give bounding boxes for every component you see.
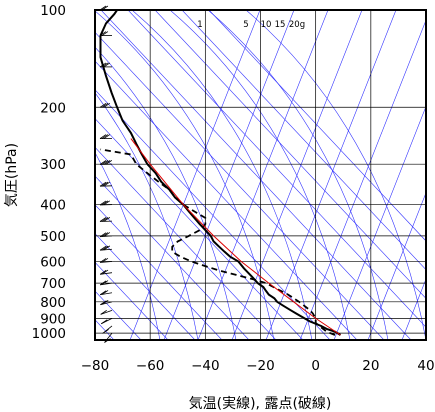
dewpoint-line — [100, 148, 336, 336]
mixing-ratio-line — [299, 19, 426, 340]
moist-adiabat-line — [95, 46, 237, 340]
y-tick-label: 200 — [40, 100, 66, 116]
wind-barb — [99, 217, 113, 222]
x-tick-label: −80 — [81, 358, 110, 374]
y-tick-label: 900 — [40, 311, 66, 327]
profile-series — [99, 10, 342, 336]
wind-barb — [99, 102, 112, 108]
moist-adiabat-line — [95, 151, 161, 340]
wind-barb — [99, 181, 113, 187]
parcel-line — [130, 138, 341, 336]
x-tick-label: 40 — [417, 358, 434, 374]
x-tick-label: −60 — [136, 358, 165, 374]
y-tick-label: 400 — [40, 198, 66, 214]
mixing-ratio-label: 1 — [197, 20, 202, 30]
x-tick-label: −40 — [191, 358, 220, 374]
temperature-line — [99, 10, 342, 336]
isopleth-lines — [95, 10, 426, 340]
x-tick-labels: −80 −60 −40 −20 0 20 40 — [81, 358, 435, 374]
dry-adiabat-line — [181, 10, 426, 271]
wind-barb — [100, 299, 113, 306]
mixing-ratio-line — [163, 10, 295, 340]
grid-lines — [95, 10, 426, 340]
y-tick-label: 100 — [40, 3, 66, 19]
wind-barb — [99, 31, 112, 36]
dry-adiabat-line — [95, 204, 223, 340]
y-tick-label: 800 — [40, 295, 66, 311]
dry-adiabat-line — [95, 146, 277, 340]
y-tick-label: 1000 — [32, 326, 66, 342]
mixing-ratio-line — [231, 10, 363, 340]
wind-barb — [101, 318, 113, 325]
dry-adiabat-line — [95, 233, 196, 340]
moist-adiabat-line — [169, 10, 351, 340]
mixing-ratio-line — [401, 278, 426, 340]
x-tick-label: 20 — [362, 358, 379, 374]
moist-adiabat-line — [95, 92, 199, 340]
mixing-ratio-line — [367, 191, 426, 340]
y-tick-label: 700 — [40, 276, 66, 292]
mixing-ratio-label: 10 — [261, 20, 272, 30]
wind-barb — [99, 269, 113, 275]
wind-barb — [99, 232, 113, 238]
wind-barb — [99, 290, 113, 296]
mixing-ratio-line — [265, 10, 397, 340]
wind-barb — [99, 62, 112, 68]
wind-barb — [100, 309, 113, 315]
dry-adiabat-line — [95, 60, 358, 340]
wind-barb — [99, 257, 113, 263]
dry-adiabat-line — [95, 175, 250, 340]
mixing-ratio-line — [333, 105, 426, 340]
y-tick-label: 300 — [40, 157, 66, 173]
dry-adiabat-line — [95, 261, 169, 340]
plot-frame — [94, 9, 427, 341]
x-tick-label: −20 — [246, 358, 275, 374]
mixing-ratio-label: 5 — [243, 20, 248, 30]
dry-adiabat-line — [95, 118, 304, 340]
mixing-ratio-label: 20g — [289, 20, 305, 30]
dry-adiabat-line — [154, 10, 426, 299]
mixing-ratio-line — [197, 10, 329, 340]
wind-barb — [102, 325, 113, 334]
x-axis-title: 気温(実線), 露点(破線) — [189, 396, 332, 412]
mixing-ratio-label: 15 — [275, 20, 286, 30]
dry-adiabat-line — [95, 89, 331, 340]
y-axis-title: 気圧(hPa) — [4, 143, 20, 207]
y-tick-label: 500 — [40, 229, 66, 245]
dry-adiabat-line — [95, 290, 142, 340]
wind-barb — [99, 160, 113, 165]
x-tick-label: 0 — [311, 358, 320, 374]
moist-adiabat-line — [207, 10, 389, 340]
dry-adiabat-line — [127, 10, 426, 328]
moist-adiabat-line — [245, 10, 426, 340]
y-tick-label: 600 — [40, 254, 66, 270]
dry-adiabat-line — [100, 10, 412, 340]
moist-adiabat-line — [131, 10, 313, 340]
mixing-ratio-line — [129, 10, 261, 340]
wind-barb — [99, 200, 113, 206]
dry-adiabat-line — [208, 10, 426, 242]
wind-barb — [99, 280, 113, 286]
wind-barb — [104, 332, 113, 343]
wind-barb — [99, 134, 112, 139]
wind-barb — [99, 245, 113, 251]
mixing-ratio-labels: 1 5 10 15 20g — [197, 20, 305, 30]
